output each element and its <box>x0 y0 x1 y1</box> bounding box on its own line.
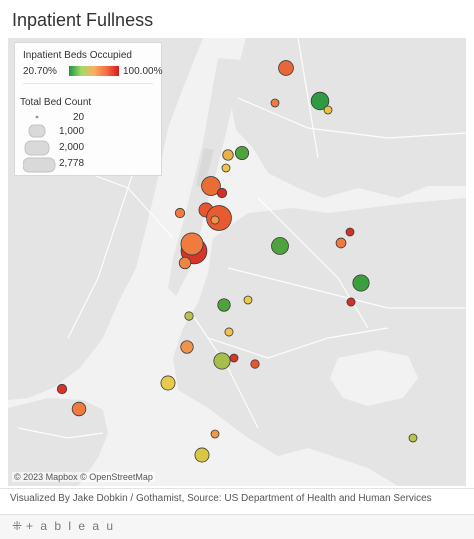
hospital-marker[interactable] <box>178 256 192 270</box>
size-legend-title: Total Bed Count <box>20 97 92 108</box>
staten-island-land <box>8 398 108 486</box>
tableau-logo-icon: ⁜ <box>12 519 23 533</box>
hospital-marker[interactable] <box>213 352 231 370</box>
hospital-marker[interactable] <box>160 375 176 391</box>
page-title: Inpatient Fullness <box>12 10 154 30</box>
hospital-marker[interactable] <box>210 429 220 439</box>
tableau-bar[interactable]: ⁜ + a b l e a u <box>0 514 474 539</box>
hospital-marker[interactable] <box>408 433 418 443</box>
hospital-marker[interactable] <box>250 359 260 369</box>
hospital-marker[interactable] <box>180 232 204 256</box>
hospital-marker[interactable] <box>194 447 210 463</box>
hospital-marker[interactable] <box>323 105 333 115</box>
hospital-marker[interactable] <box>234 145 250 161</box>
hospital-marker[interactable] <box>224 327 234 337</box>
hospital-marker[interactable] <box>310 91 330 111</box>
hospital-marker[interactable] <box>221 163 231 173</box>
hospital-marker[interactable] <box>243 295 253 305</box>
hospital-marker[interactable] <box>229 353 239 363</box>
size-legend-item: 20 <box>73 112 85 123</box>
hospital-marker[interactable] <box>71 401 87 417</box>
color-gradient-bar <box>69 66 119 76</box>
color-legend-min: 20.70% <box>23 66 57 77</box>
hospital-marker[interactable] <box>184 311 194 321</box>
hospital-markers <box>56 60 418 463</box>
footer-divider <box>0 488 474 489</box>
map[interactable]: Inpatient Beds Occupied 20.70% 100.00% T… <box>8 38 466 486</box>
size-legend-item: 2,778 <box>59 158 85 169</box>
hospital-marker[interactable] <box>217 298 231 312</box>
hospital-marker[interactable] <box>335 237 347 249</box>
hospital-marker[interactable] <box>346 297 356 307</box>
color-legend-title: Inpatient Beds Occupied <box>23 50 132 61</box>
hospital-marker[interactable] <box>222 149 234 161</box>
hospital-marker[interactable] <box>278 60 294 76</box>
size-legend-shapes <box>23 115 56 173</box>
central-park <box>196 148 214 188</box>
jamaica-bay <box>330 350 418 406</box>
hospital-marker[interactable] <box>201 176 221 196</box>
hospital-marker[interactable] <box>210 215 220 225</box>
queens-brooklyn-land <box>173 198 466 486</box>
hospital-marker[interactable] <box>352 274 370 292</box>
tableau-wordmark: + a b l e a u <box>26 519 116 533</box>
hospital-marker[interactable] <box>174 207 186 219</box>
hospital-marker[interactable] <box>216 187 228 199</box>
source-caption: Visualized By Jake Dobkin / Gothamist, S… <box>10 493 432 504</box>
hospital-marker[interactable] <box>345 227 355 237</box>
size-legend-item: 1,000 <box>59 126 85 137</box>
map-legend: Inpatient Beds Occupied 20.70% 100.00% T… <box>14 42 162 176</box>
bronx-land <box>230 38 466 198</box>
color-legend-max: 100.00% <box>123 66 163 77</box>
size-legend-item: 2,000 <box>59 142 85 153</box>
hospital-marker[interactable] <box>180 340 194 354</box>
hospital-marker[interactable] <box>56 383 68 395</box>
hospital-marker[interactable] <box>271 237 289 255</box>
hospital-marker[interactable] <box>270 98 280 108</box>
map-attribution[interactable]: © 2023 Mapbox © OpenStreetMap <box>12 472 155 482</box>
